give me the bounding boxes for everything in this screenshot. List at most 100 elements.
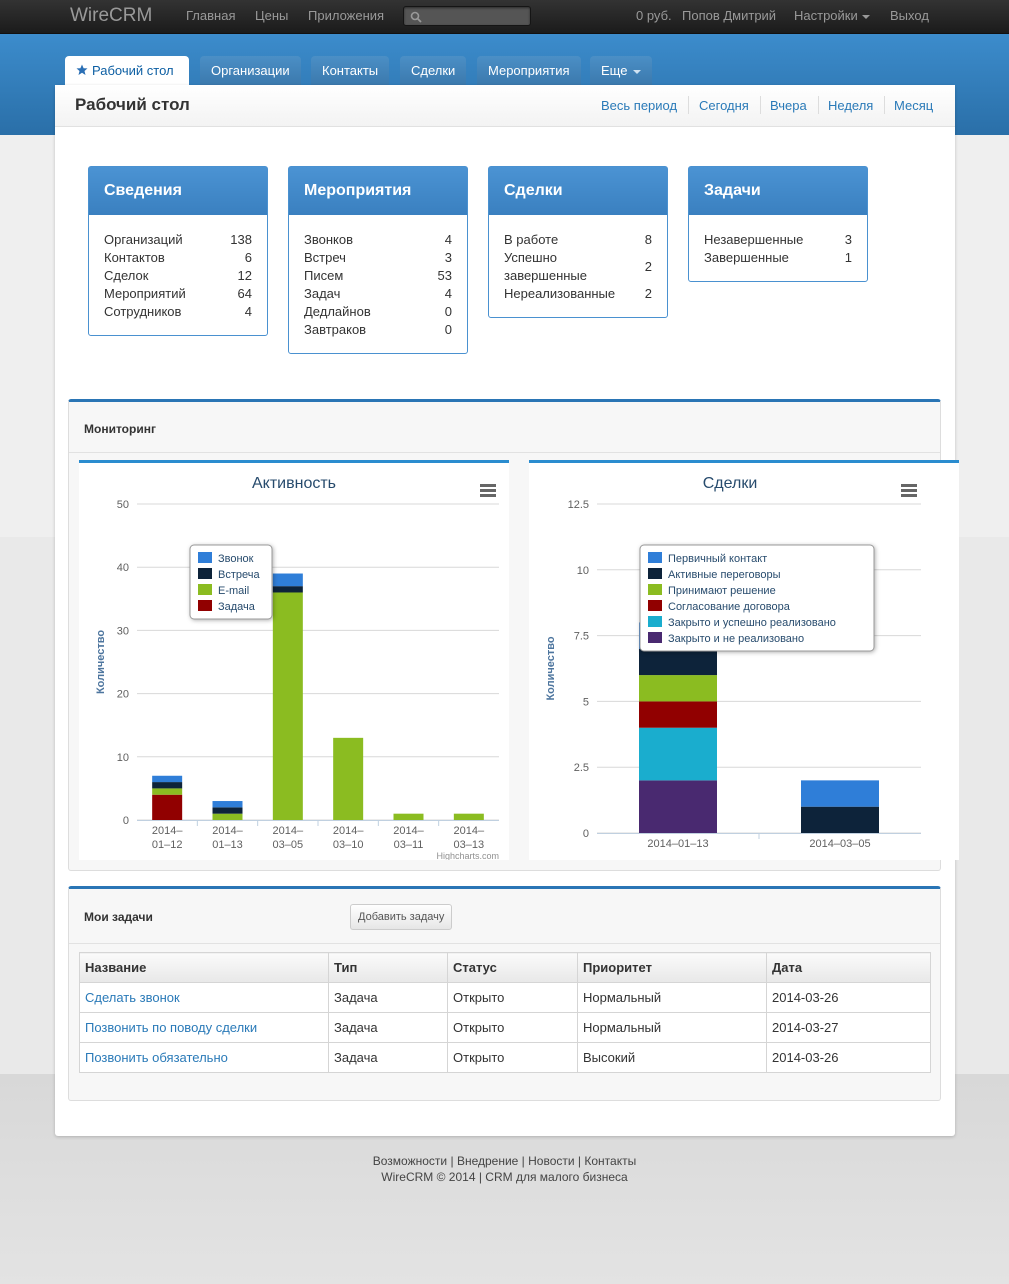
footer-link-features[interactable]: Возможности xyxy=(372,1154,448,1168)
stat-row: Задач 4 xyxy=(304,286,452,301)
period-all[interactable]: Весь период xyxy=(601,98,678,113)
x-tick-label: 01–12 xyxy=(152,839,183,851)
legend-label: Закрыто и не реализовано xyxy=(668,633,804,645)
y-tick-label: 50 xyxy=(117,499,129,511)
legend-swatch xyxy=(648,552,662,563)
column-header-priority[interactable]: Приоритет xyxy=(577,952,767,983)
stat-row: Завтраков 0 xyxy=(304,322,452,337)
legend-swatch xyxy=(198,568,212,579)
y-tick-label: 10 xyxy=(577,565,589,577)
column-header-status[interactable]: Статус xyxy=(447,952,578,983)
table-row: Позвонить обязательно Задача Открыто Выс… xyxy=(79,1042,931,1073)
monitoring-panel: Мониторинг Активность 0 10 20 30 40 50 Количест… xyxy=(68,399,959,871)
task-date: 2014-03-26 xyxy=(766,1042,931,1073)
tab-events[interactable]: Мероприятия xyxy=(477,56,581,85)
add-task-button[interactable]: Добавить задачу xyxy=(350,904,453,930)
menu-icon-bar xyxy=(480,484,496,487)
user-name[interactable]: Попов Дмитрий xyxy=(682,8,777,23)
settings-menu[interactable]: Настройки xyxy=(794,8,870,23)
bar-segment xyxy=(801,806,879,833)
menu-icon[interactable] xyxy=(901,484,917,497)
chart-credit: Highcharts.com xyxy=(436,851,499,860)
bar-segment xyxy=(639,780,717,833)
bar-segment xyxy=(453,813,484,820)
bar-segment xyxy=(212,807,243,814)
logout-link[interactable]: Выход xyxy=(890,8,929,23)
nav-link-home[interactable]: Главная xyxy=(186,8,236,23)
task-status: Открыто xyxy=(447,982,578,1013)
activity-chart-svg: Активность 0 10 20 30 40 50 Количество 2014– 01–1… xyxy=(95,475,499,860)
x-tick-label: 2014– xyxy=(393,825,424,837)
tab-dashboard[interactable]: Рабочий стол xyxy=(65,56,189,86)
tab-more[interactable]: Еще xyxy=(590,56,653,85)
chart-legend: Звонок Встреча E-mail Задача xyxy=(189,544,273,620)
legend-label: Задача xyxy=(218,601,256,613)
legend-label: Первичный контакт xyxy=(668,553,767,565)
search-input[interactable] xyxy=(403,6,531,26)
x-tick-label: 03–13 xyxy=(454,839,485,851)
bar-segment xyxy=(212,801,243,808)
y-axis-label: Количество xyxy=(95,630,107,694)
y-tick-label: 30 xyxy=(117,625,129,637)
task-status: Открыто xyxy=(447,1012,578,1043)
y-tick-label: 12.5 xyxy=(568,499,589,511)
legend-label: Активные переговоры xyxy=(668,569,781,581)
column-header-type[interactable]: Тип xyxy=(328,952,448,983)
box-title: Сделки xyxy=(489,167,667,215)
menu-icon[interactable] xyxy=(480,484,496,497)
legend-label: Звонок xyxy=(218,553,254,565)
task-date: 2014-03-26 xyxy=(766,982,931,1013)
tab-deals[interactable]: Сделки xyxy=(400,56,467,85)
task-type: Задача xyxy=(328,982,448,1013)
bar-segment xyxy=(212,813,243,820)
balance: 0 руб. xyxy=(636,8,672,23)
legend-label: E-mail xyxy=(218,585,249,597)
menu-icon-bar xyxy=(480,489,496,492)
tab-contacts[interactable]: Контакты xyxy=(311,56,390,85)
tab-label: Рабочий стол xyxy=(92,63,174,78)
search-icon xyxy=(410,11,422,23)
task-date: 2014-03-27 xyxy=(766,1012,931,1043)
nav-link-apps[interactable]: Приложения xyxy=(308,8,385,23)
deals-chart: Сделки 0 2.5 5 7.5 10 12.5 Количество 2014–01–13… xyxy=(529,460,959,860)
stat-row: Незавершенные 3 xyxy=(704,232,852,247)
chevron-down-icon xyxy=(633,69,642,74)
task-priority: Высокий xyxy=(577,1042,767,1073)
stat-row: Нереализованные 2 xyxy=(504,286,652,301)
legend-label: Закрыто и успешно реализовано xyxy=(668,617,836,629)
column-header-date[interactable]: Дата xyxy=(766,952,931,983)
box-title: Мероприятия xyxy=(289,167,467,215)
stat-row: Дедлайнов 0 xyxy=(304,304,452,319)
panel-title: Мониторинг xyxy=(84,422,156,436)
box-summary: Сведения Организаций 138 Контактов 6 Сдело… xyxy=(88,166,268,336)
stat-row: Сотрудников 4 xyxy=(104,304,252,319)
footer-link-news[interactable]: Новости xyxy=(528,1154,575,1168)
period-week[interactable]: Неделя xyxy=(828,98,874,113)
task-status: Открыто xyxy=(447,1042,578,1073)
menu-icon-bar xyxy=(901,489,917,492)
period-yesterday[interactable]: Вчера xyxy=(770,98,807,113)
y-tick-label: 5 xyxy=(583,696,589,708)
nav-link-prices[interactable]: Цены xyxy=(255,8,289,23)
task-type: Задача xyxy=(328,1042,448,1073)
task-link[interactable]: Сделать звонок xyxy=(85,990,180,1005)
page-header: Рабочий стол Весь период Сегодня Вчера Н… xyxy=(55,85,955,127)
footer-link-implementation[interactable]: Внедрение xyxy=(456,1154,519,1168)
bar-segment xyxy=(393,813,424,820)
tab-organizations[interactable]: Организации xyxy=(200,56,301,85)
period-month[interactable]: Месяц xyxy=(894,98,934,113)
task-link[interactable]: Позвонить по поводу сделки xyxy=(85,1020,258,1035)
x-tick-label: 03–10 xyxy=(333,839,364,851)
brand-logo[interactable]: WireCRM xyxy=(70,5,153,26)
task-link[interactable]: Позвонить обязательно xyxy=(85,1050,228,1065)
column-header-name[interactable]: Название xyxy=(79,952,329,983)
x-tick-label: 2014– xyxy=(273,825,304,837)
activity-chart: Активность 0 10 20 30 40 50 Количество 2014– 01–1… xyxy=(79,460,509,860)
stat-row: Сделок 12 xyxy=(104,268,252,283)
footer-link-contacts[interactable]: Контакты xyxy=(584,1154,637,1168)
bar-segment xyxy=(333,737,364,820)
period-today[interactable]: Сегодня xyxy=(699,98,749,113)
y-tick-label: 7.5 xyxy=(574,631,589,643)
x-tick-label: 01–13 xyxy=(212,839,243,851)
x-tick-label: 2014– xyxy=(333,825,364,837)
